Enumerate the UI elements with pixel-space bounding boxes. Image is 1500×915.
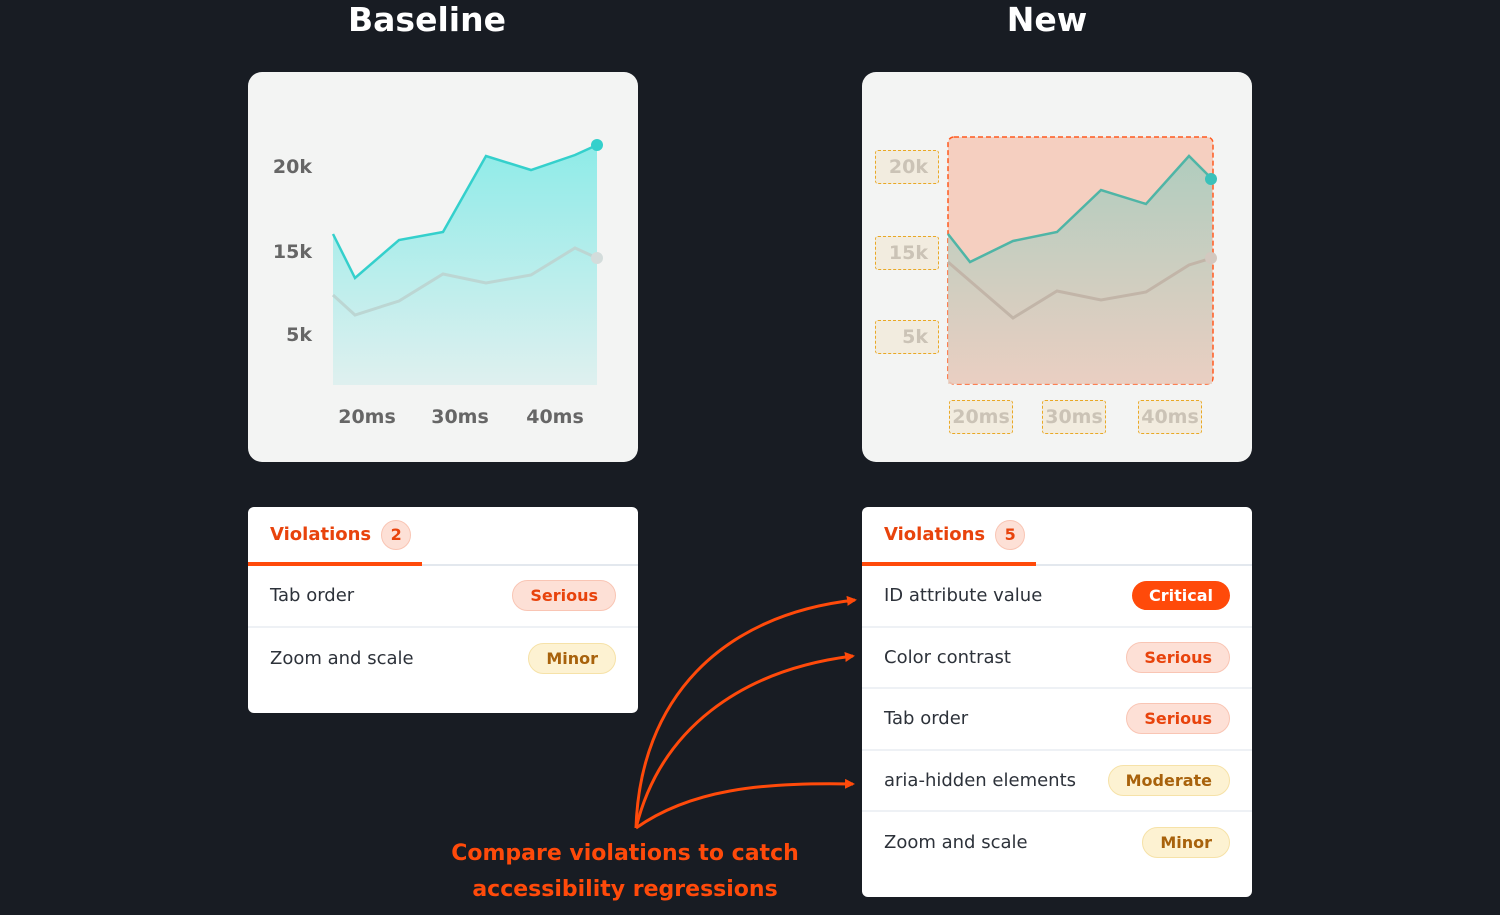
arrow-to-id-attribute: [634, 595, 857, 829]
violation-name: ID attribute value: [884, 585, 1043, 607]
violation-name: Color contrast: [884, 646, 1011, 668]
violation-row[interactable]: aria-hidden elements Moderate: [862, 751, 1252, 812]
severity-badge: Critical: [1131, 581, 1230, 611]
violation-name: Zoom and scale: [884, 832, 1028, 854]
severity-badge: Minor: [1142, 827, 1230, 859]
new-area: [948, 156, 1212, 384]
arrow-to-color-contrast: [634, 652, 855, 829]
violation-name: Zoom and scale: [270, 647, 414, 669]
new-secondary-line: [947, 256, 1213, 320]
arrow-to-aria-hidden: [635, 778, 855, 830]
new-xtick-flagged: 40ms: [1138, 400, 1202, 434]
new-end-dot: [1205, 173, 1217, 185]
new-title: New: [1006, 0, 1088, 39]
new-violations-panel: Violations 5 ID attribute value Critical C…: [862, 507, 1252, 897]
baseline-main-line: [331, 143, 598, 280]
baseline-secondary-line: [331, 246, 598, 317]
baseline-end-dot: [591, 139, 603, 151]
new-xtick-flagged: 20ms: [949, 400, 1013, 434]
severity-badge: Minor: [528, 642, 616, 674]
severity-badge: Serious: [1126, 641, 1230, 673]
violations-tab-label: Violations: [270, 524, 372, 545]
new-main-line: [947, 154, 1213, 264]
new-ytick-flagged: 20k: [875, 150, 939, 184]
severity-badge: Moderate: [1107, 764, 1230, 796]
violations-count-badge: 2: [381, 519, 412, 550]
violation-name: Tab order: [884, 708, 969, 730]
baseline-xtick: 30ms: [431, 406, 489, 428]
baseline-xtick: 40ms: [526, 406, 584, 428]
caption-line-2: accessibility regressions: [472, 877, 778, 902]
new-ytick-flagged: 15k: [875, 236, 939, 270]
violation-row[interactable]: Zoom and scale Minor: [248, 628, 638, 690]
violations-tab[interactable]: Violations 5: [862, 507, 1036, 566]
severity-badge: Serious: [512, 580, 616, 612]
violation-name: aria-hidden elements: [884, 769, 1077, 791]
baseline-ytick: 5k: [286, 324, 312, 346]
baseline-title: Baseline: [348, 0, 506, 39]
new-ytick-flagged: 5k: [875, 320, 939, 354]
new-secondary-dot: [1205, 252, 1217, 264]
violation-row[interactable]: Tab order Serious: [862, 689, 1252, 751]
baseline-violations-panel: Violations 2 Tab order Serious Zoom and sc…: [248, 507, 638, 713]
severity-badge: Serious: [1126, 703, 1230, 735]
baseline-ytick: 15k: [272, 241, 312, 263]
caption: Compare violations to catch accessibilit…: [440, 836, 810, 908]
violation-name: Tab order: [270, 585, 355, 607]
violation-row[interactable]: ID attribute value Critical: [862, 566, 1252, 628]
caption-line-1: Compare violations to catch: [451, 841, 799, 866]
violation-row[interactable]: Color contrast Serious: [862, 628, 1252, 689]
violations-tab[interactable]: Violations 2: [248, 507, 422, 566]
violation-row[interactable]: Tab order Serious: [248, 566, 638, 628]
baseline-area: [333, 145, 597, 385]
violations-count-badge: 5: [995, 519, 1026, 550]
new-xtick-flagged: 30ms: [1042, 400, 1106, 434]
violation-row[interactable]: Zoom and scale Minor: [862, 812, 1252, 874]
baseline-ytick: 20k: [272, 156, 312, 178]
baseline-xtick: 20ms: [338, 406, 396, 428]
violations-tab-label: Violations: [884, 524, 986, 545]
baseline-secondary-dot: [591, 252, 603, 264]
